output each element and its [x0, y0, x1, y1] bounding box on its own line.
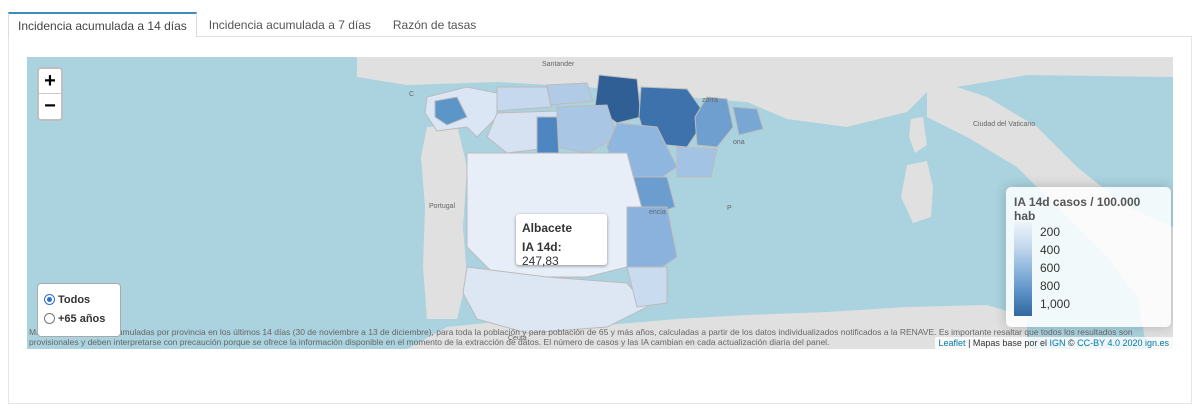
region-murcia — [626, 266, 668, 308]
tab-panel: Santander C zorra ona Portugal encia P C… — [8, 37, 1192, 404]
label-palma: P — [727, 205, 732, 212]
tab-ia-7-dias[interactable]: Incidencia acumulada a 7 días — [208, 18, 371, 32]
population-filter: Todos +65 años — [37, 283, 121, 337]
region-girona — [732, 106, 764, 136]
tab-razon-tasas[interactable]: Razón de tasas — [392, 18, 477, 32]
label-coruna: C — [409, 91, 415, 98]
tooltip-value-row: IA 14d: 247,83 — [522, 240, 601, 268]
label-tarragona: zorra — [702, 97, 718, 104]
leaflet-link[interactable]: Leaflet — [938, 338, 966, 348]
tooltip-value-label: IA 14d: — [522, 240, 562, 254]
zoom-out-button[interactable]: − — [44, 95, 56, 117]
region-cantabria — [546, 82, 594, 106]
zoom-control: + − — [37, 67, 63, 121]
tooltip-province-name: Albacete — [522, 221, 573, 235]
radio-mayores-65[interactable]: +65 años — [44, 309, 114, 328]
attribution-copyright: © — [1065, 338, 1078, 348]
italy-land — [927, 77, 1173, 349]
radio-todos-label: Todos — [58, 293, 91, 306]
map-description: Mapa de incidencias acumuladas por provi… — [29, 327, 1133, 347]
portugal-land — [421, 125, 467, 319]
zoom-in-button[interactable]: + — [39, 69, 61, 94]
radio-unselected-icon[interactable] — [44, 313, 55, 324]
legend-tick: 400 — [1040, 243, 1061, 257]
radio-selected-icon[interactable] — [44, 294, 55, 305]
label-portugal: Portugal — [429, 203, 456, 210]
region-tarragona — [676, 146, 718, 178]
region-lleida — [694, 96, 734, 148]
map-attribution: Leaflet | Mapas base por el IGN © CC-BY … — [934, 337, 1173, 349]
tab-bar: Incidencia acumulada a 14 días Incidenci… — [8, 12, 1192, 38]
africa-land — [407, 305, 1027, 349]
map-canvas[interactable] — [27, 57, 1173, 349]
region-lugo — [434, 96, 468, 126]
radio-mayores-65-label: +65 años — [58, 312, 106, 325]
region-asturias — [496, 86, 552, 112]
legend-title: IA 14d casos / 100.000 hab — [1014, 195, 1141, 223]
legend-tick: 800 — [1040, 279, 1061, 293]
label-santander: Santander — [542, 61, 575, 68]
radio-todos[interactable]: Todos — [44, 290, 114, 309]
legend-color-ramp — [1014, 222, 1032, 316]
attribution-text: | Mapas base por el — [965, 338, 1050, 348]
label-valencia: encia — [649, 209, 666, 216]
corsica-land — [909, 117, 927, 153]
region-andalucia — [462, 266, 648, 334]
france-land — [357, 57, 1173, 127]
map-legend: IA 14d casos / 100.000 hab 200 400 600 8… — [1006, 187, 1171, 327]
label-ceuta: Ceuta — [508, 335, 527, 342]
province-tooltip: Albacete IA 14d: 247,83 — [516, 214, 607, 268]
ign-link[interactable]: IGN — [1049, 338, 1066, 348]
legend-tick: 600 — [1040, 261, 1061, 275]
sardinia-land — [901, 161, 933, 223]
tab-ia-14-dias[interactable]: Incidencia acumulada a 14 días — [8, 12, 197, 38]
label-vaticano: Ciudad del Vaticano — [973, 121, 1036, 128]
legend-tick: 1,000 — [1040, 297, 1071, 311]
tooltip-value: 247,83 — [522, 254, 559, 268]
legend-tick: 200 — [1040, 225, 1061, 239]
license-link[interactable]: CC-BY 4.0 2020 ign.es — [1077, 338, 1169, 348]
label-barcelona: ona — [733, 139, 745, 146]
choropleth-map[interactable]: Santander C zorra ona Portugal encia P C… — [27, 57, 1173, 349]
